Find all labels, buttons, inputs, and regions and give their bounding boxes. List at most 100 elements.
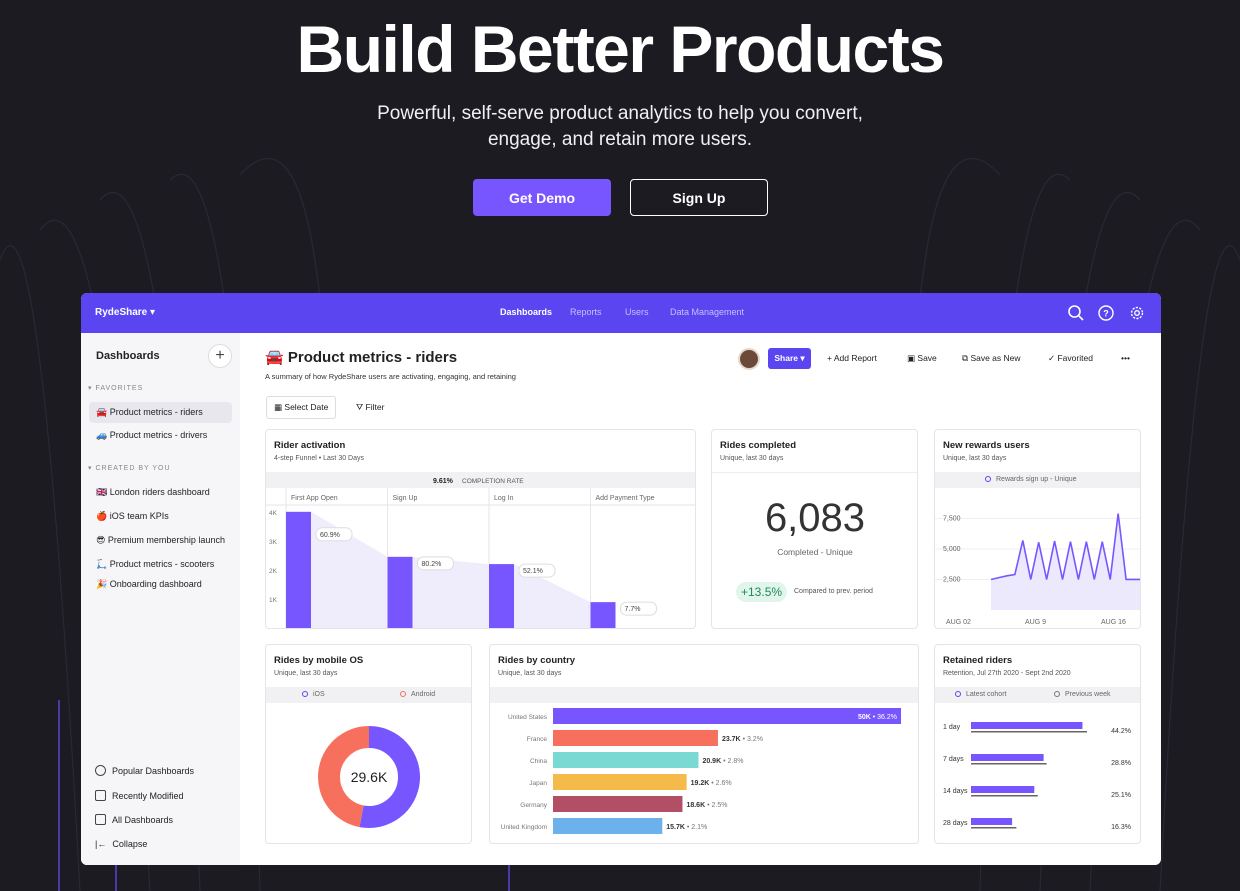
svg-text:?: ? <box>1103 309 1109 319</box>
country-label: United States <box>508 714 548 721</box>
copy-icon: ⧉ <box>962 353 971 363</box>
nav-users[interactable]: Users <box>625 307 649 317</box>
retention-value-label: 25.1% <box>1111 792 1131 799</box>
funnel-step-label: Log In <box>494 495 514 502</box>
mobile-os-card[interactable]: Rides by mobile OS Unique, last 30 days … <box>265 644 472 844</box>
card-subtitle: Unique, last 30 days <box>720 455 784 462</box>
funnel-label-bubble <box>620 601 657 616</box>
collapse-link[interactable]: |← Collapse <box>95 839 148 849</box>
y-tick-label: 7,500 <box>943 515 961 522</box>
card-title: Rides completed <box>720 440 797 451</box>
delta-badge: +13.5% <box>736 582 788 602</box>
x-tick-label: AUG 16 <box>1101 619 1126 626</box>
rides-value: 6,083 <box>764 496 866 540</box>
sidebar-item-london[interactable]: 🇬🇧 London riders dashboard <box>96 487 210 497</box>
add-report-button[interactable]: + Add Report <box>827 353 877 363</box>
retention-value-label: 28.8% <box>1111 760 1131 767</box>
avatar[interactable] <box>738 348 760 370</box>
retention-day-label: 14 days <box>943 788 968 795</box>
project-switcher[interactable]: RydeShare ▾ <box>95 307 156 318</box>
retention-bar-latest <box>971 818 1013 825</box>
donut-center-label: 29.6K <box>351 769 388 785</box>
all-dashboards-link[interactable]: All Dashboards <box>95 814 173 825</box>
rewards-line <box>990 513 1140 581</box>
check-icon: ✓ <box>1048 353 1058 363</box>
rewards-line-chart: 7,500 5,000 2,500 AUG 02 AUG 9 AUG 16 <box>935 513 1140 626</box>
nav-dashboards[interactable]: Dashboards <box>500 307 553 317</box>
card-title: New rewards users <box>943 440 1030 451</box>
funnel-chart: 9.61% COMPLETION RATE First App Open Sign… <box>266 472 695 628</box>
funnel-bar <box>286 511 311 628</box>
sidebar-item-scooters[interactable]: 🛴 Product metrics - scooters <box>96 559 215 569</box>
smiley-icon <box>95 765 106 776</box>
help-icon[interactable]: ? <box>1096 303 1116 323</box>
country-bar <box>553 774 687 790</box>
select-date-button[interactable]: ▦ Select Date <box>266 396 337 419</box>
recently-modified-link[interactable]: Recently Modified <box>95 790 184 801</box>
donut-chart: 29.6K <box>318 726 420 828</box>
y-tick-label: 5,000 <box>943 546 961 553</box>
retention-bar-chart: 1 day 44.2% 7 days 28.8% 14 days 25.1% 28 days… <box>943 722 1131 831</box>
funnel-bar <box>489 564 514 628</box>
retention-bar-previous <box>971 827 1017 829</box>
popular-dashboards-link[interactable]: Popular Dashboards <box>95 765 194 776</box>
filter-button[interactable]: ⛛ Filter <box>348 396 393 419</box>
country-card[interactable]: Rides by country Unique, last 30 days Un… <box>489 644 919 844</box>
rewards-area <box>991 513 1140 610</box>
sidebar-item-riders[interactable]: 🚘 Product metrics - riders <box>89 402 232 423</box>
sidebar-item-ios[interactable]: 🍎 iOS team KPIs <box>96 511 169 521</box>
get-demo-button[interactable]: Get Demo <box>473 179 611 216</box>
card-title: Rides by country <box>498 655 576 666</box>
sidebar-item-onboarding[interactable]: 🎉 Onboarding dashboard <box>96 579 202 589</box>
card-subtitle: 4-step Funnel • Last 30 Days <box>274 455 364 462</box>
country-label: France <box>527 736 548 743</box>
sidebar-item-premium[interactable]: 😎 Premium membership launch <box>96 535 225 545</box>
country-value-label: 19.2K • 2.6% <box>691 780 732 787</box>
nav-reports[interactable]: Reports <box>570 307 602 317</box>
y-tick-label: 1K <box>269 597 278 604</box>
retention-bar-latest <box>971 786 1035 793</box>
retention-card[interactable]: Retained riders Retention, Jul 27th 2020… <box>934 644 1141 844</box>
funnel-step-label: First App Open <box>291 495 338 502</box>
card-title: Rides by mobile OS <box>274 655 364 666</box>
nav-data-management[interactable]: Data Management <box>670 307 745 317</box>
donut-slice-ios <box>359 726 420 828</box>
save-icon: ▣ <box>907 353 918 363</box>
funnel-label-bubble <box>315 527 353 542</box>
rider-activation-card[interactable]: Rider activation 4-step Funnel • Last 30… <box>265 429 696 629</box>
country-bar <box>553 796 683 812</box>
sign-up-button[interactable]: Sign Up <box>630 179 768 216</box>
more-menu-button[interactable]: ••• <box>1121 353 1130 363</box>
calendar-icon <box>95 790 106 801</box>
country-label: United Kingdom <box>501 824 547 831</box>
folder-icon <box>95 814 106 825</box>
page-subtitle: A summary of how RydeShare users are act… <box>265 372 516 381</box>
dashboard-main: 🚘 Product metrics - riders A summary of … <box>240 333 1161 865</box>
completion-rate: 9.61% <box>433 478 454 485</box>
gear-icon[interactable] <box>1127 303 1147 323</box>
y-tick-label: 2K <box>269 568 278 575</box>
funnel-conversion-label: 80.2% <box>422 561 442 568</box>
rides-completed-card[interactable]: Rides completed Unique, last 30 days 6,0… <box>711 429 918 629</box>
sidebar-item-drivers[interactable]: 🚙 Product metrics - drivers <box>96 430 208 440</box>
search-icon[interactable] <box>1066 303 1086 323</box>
card-subtitle: Retention, Jul 27th 2020 - Sept 2nd 2020 <box>943 670 1071 677</box>
retention-bar-previous <box>971 763 1047 765</box>
save-button[interactable]: ▣ Save <box>907 353 937 363</box>
sidebar: Dashboards + ▾ FAVORITES 🚘 Product metri… <box>81 333 240 865</box>
y-tick-label: 4K <box>269 510 278 517</box>
legend-android: Android <box>400 691 435 698</box>
calendar-icon: ▦ <box>274 402 285 412</box>
add-dashboard-button[interactable]: + <box>208 344 232 368</box>
save-as-new-button[interactable]: ⧉ Save as New <box>962 353 1021 363</box>
share-button[interactable]: Share ▾ <box>768 348 811 369</box>
sidebar-title: Dashboards <box>96 350 160 362</box>
hero-title: Build Better Products <box>296 12 945 86</box>
funnel-conversion-area <box>311 511 616 628</box>
favorited-button[interactable]: ✓ Favorited <box>1048 353 1093 363</box>
retention-day-label: 1 day <box>943 724 961 731</box>
funnel-bar <box>590 602 616 628</box>
card-subtitle: Unique, last 30 days <box>274 670 338 677</box>
page-title: 🚘 Product metrics - riders <box>265 349 458 366</box>
rewards-card[interactable]: New rewards users Unique, last 30 days R… <box>934 429 1141 629</box>
